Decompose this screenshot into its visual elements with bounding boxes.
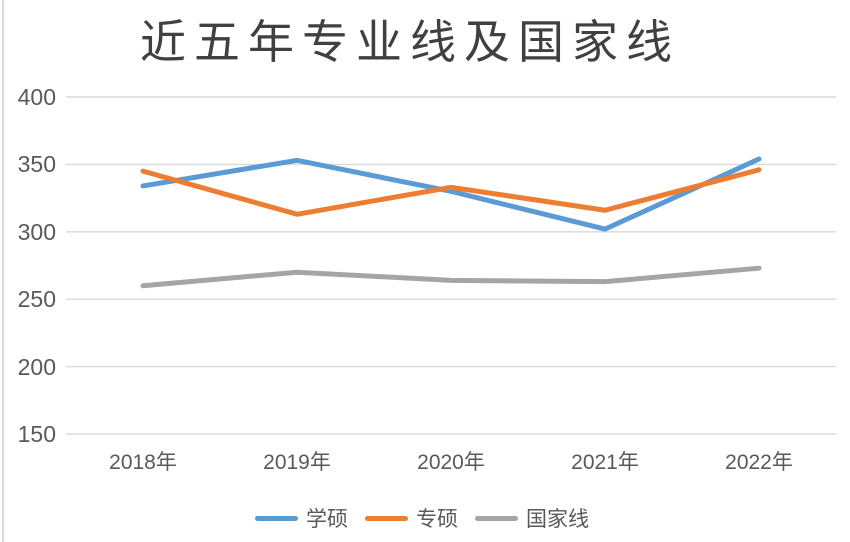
x-axis-category-label: 2022年 [725, 451, 793, 474]
y-axis-tick-label: 400 [17, 84, 56, 110]
x-axis-category-label: 2018年 [109, 451, 177, 474]
y-axis-tick-label: 300 [17, 218, 56, 245]
legend: 学硕 专硕 国家线 [0, 503, 844, 533]
legend-label: 国家线 [526, 507, 589, 531]
legend-label: 学硕 [306, 507, 348, 531]
x-axis-category-label: 2021年 [571, 451, 639, 474]
legend-item-学硕: 学硕 [255, 503, 348, 533]
legend-line-marker-icon [365, 515, 408, 521]
legend-label: 专硕 [416, 507, 458, 531]
legend-item-专硕: 专硕 [365, 503, 458, 533]
y-axis-tick-label: 200 [17, 353, 56, 380]
chart-left-border [2, 0, 4, 542]
series-line-学硕 [140, 156, 762, 232]
x-axis-category-label: 2020年 [417, 451, 485, 474]
legend-line-marker-icon [255, 515, 298, 521]
y-axis-tick-label: 350 [17, 151, 56, 178]
y-axis-tick-label: 150 [17, 421, 56, 447]
legend-item-国家线: 国家线 [475, 503, 589, 533]
y-axis-tick-label: 250 [17, 286, 56, 313]
series-line-国家线 [140, 265, 762, 289]
legend-line-marker-icon [475, 515, 518, 521]
chart-title: 近五年专业线及国家线 [140, 17, 680, 68]
series-line-专硕 [140, 167, 762, 217]
x-axis-category-label: 2019年 [263, 451, 331, 474]
